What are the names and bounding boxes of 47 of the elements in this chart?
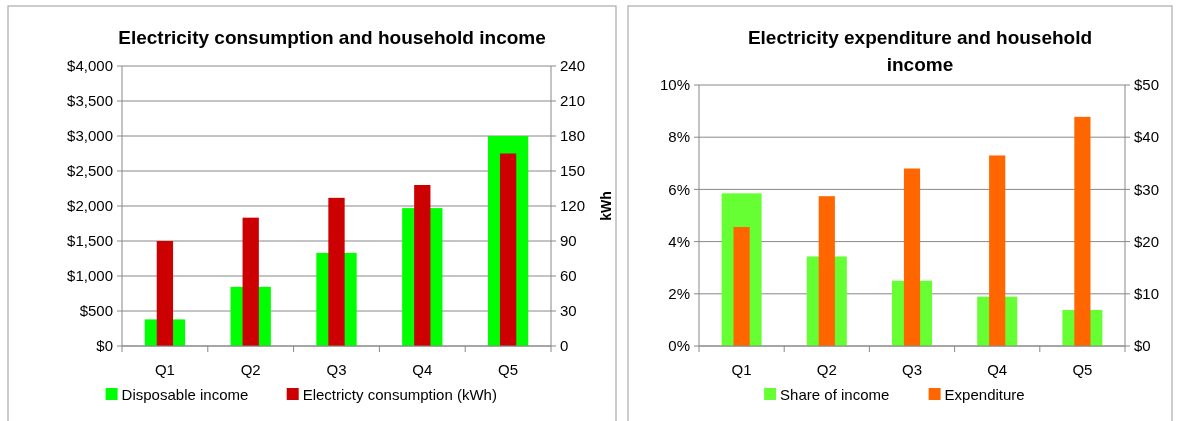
x-tick-label: Q2 xyxy=(816,361,837,378)
y2-tick-label: $0 xyxy=(1134,337,1151,355)
legend-label: Share of income xyxy=(780,386,890,403)
y2-tick-label: $50 xyxy=(1134,76,1160,94)
x-tick-label: Q4 xyxy=(412,361,433,378)
y2-tick-label: 180 xyxy=(560,127,586,145)
y-tick-label: $3,000 xyxy=(67,127,113,145)
y-tick-label: $1,000 xyxy=(67,267,113,285)
y2-tick-label: 210 xyxy=(560,92,586,110)
y2-tick-label: $10 xyxy=(1134,285,1160,303)
x-tick-label: Q5 xyxy=(498,361,519,378)
legend-label: Expenditure xyxy=(944,386,1025,403)
y-tick-label: 0% xyxy=(668,337,690,355)
y2-axis-title: kWh xyxy=(598,191,614,221)
y-tick-label: 2% xyxy=(668,285,690,303)
x-tick-label: Q1 xyxy=(154,361,175,378)
y-tick-label: 8% xyxy=(668,128,690,146)
chart-title: Electricity consumption and household income xyxy=(118,27,546,48)
chart-title: Electricity expenditure and household income xyxy=(747,27,1093,75)
y2-tick-label: 120 xyxy=(560,197,586,215)
y-tick-label: $500 xyxy=(79,302,113,320)
y2-tick-label: 0 xyxy=(560,337,569,355)
y2-tick-label: 150 xyxy=(560,162,586,180)
y-tick-label: $1,500 xyxy=(67,232,113,250)
x-tick-label: Q3 xyxy=(901,361,923,378)
y2-tick-label: $40 xyxy=(1134,128,1160,146)
x-tick-label: Q3 xyxy=(326,361,347,378)
y2-tick-label: 30 xyxy=(560,302,577,320)
y2-tick-label: $20 xyxy=(1134,232,1160,250)
y-tick-label: $3,500 xyxy=(67,92,113,110)
y-tick-label: $2,500 xyxy=(67,162,113,180)
y-tick-label: $4,000 xyxy=(67,57,113,75)
y2-tick-label: 60 xyxy=(560,267,577,285)
x-tick-label: Q4 xyxy=(987,361,1008,378)
x-tick-label: Q5 xyxy=(1072,361,1093,378)
y2-tick-label: 90 xyxy=(560,232,577,250)
y-tick-label: $0 xyxy=(96,337,113,355)
y2-tick-label: 240 xyxy=(560,57,586,75)
y-tick-label: 4% xyxy=(668,232,690,250)
y2-tick-label: $30 xyxy=(1134,180,1160,198)
x-tick-label: Q2 xyxy=(240,361,261,378)
legend-label: Disposable income xyxy=(121,386,249,403)
y-tick-label: $2,000 xyxy=(67,197,113,215)
legend-label: Electricty consumption (kWh) xyxy=(302,386,497,403)
y-tick-label: 6% xyxy=(668,180,690,198)
y-tick-label: 10% xyxy=(659,76,690,94)
x-tick-label: Q1 xyxy=(731,361,752,378)
